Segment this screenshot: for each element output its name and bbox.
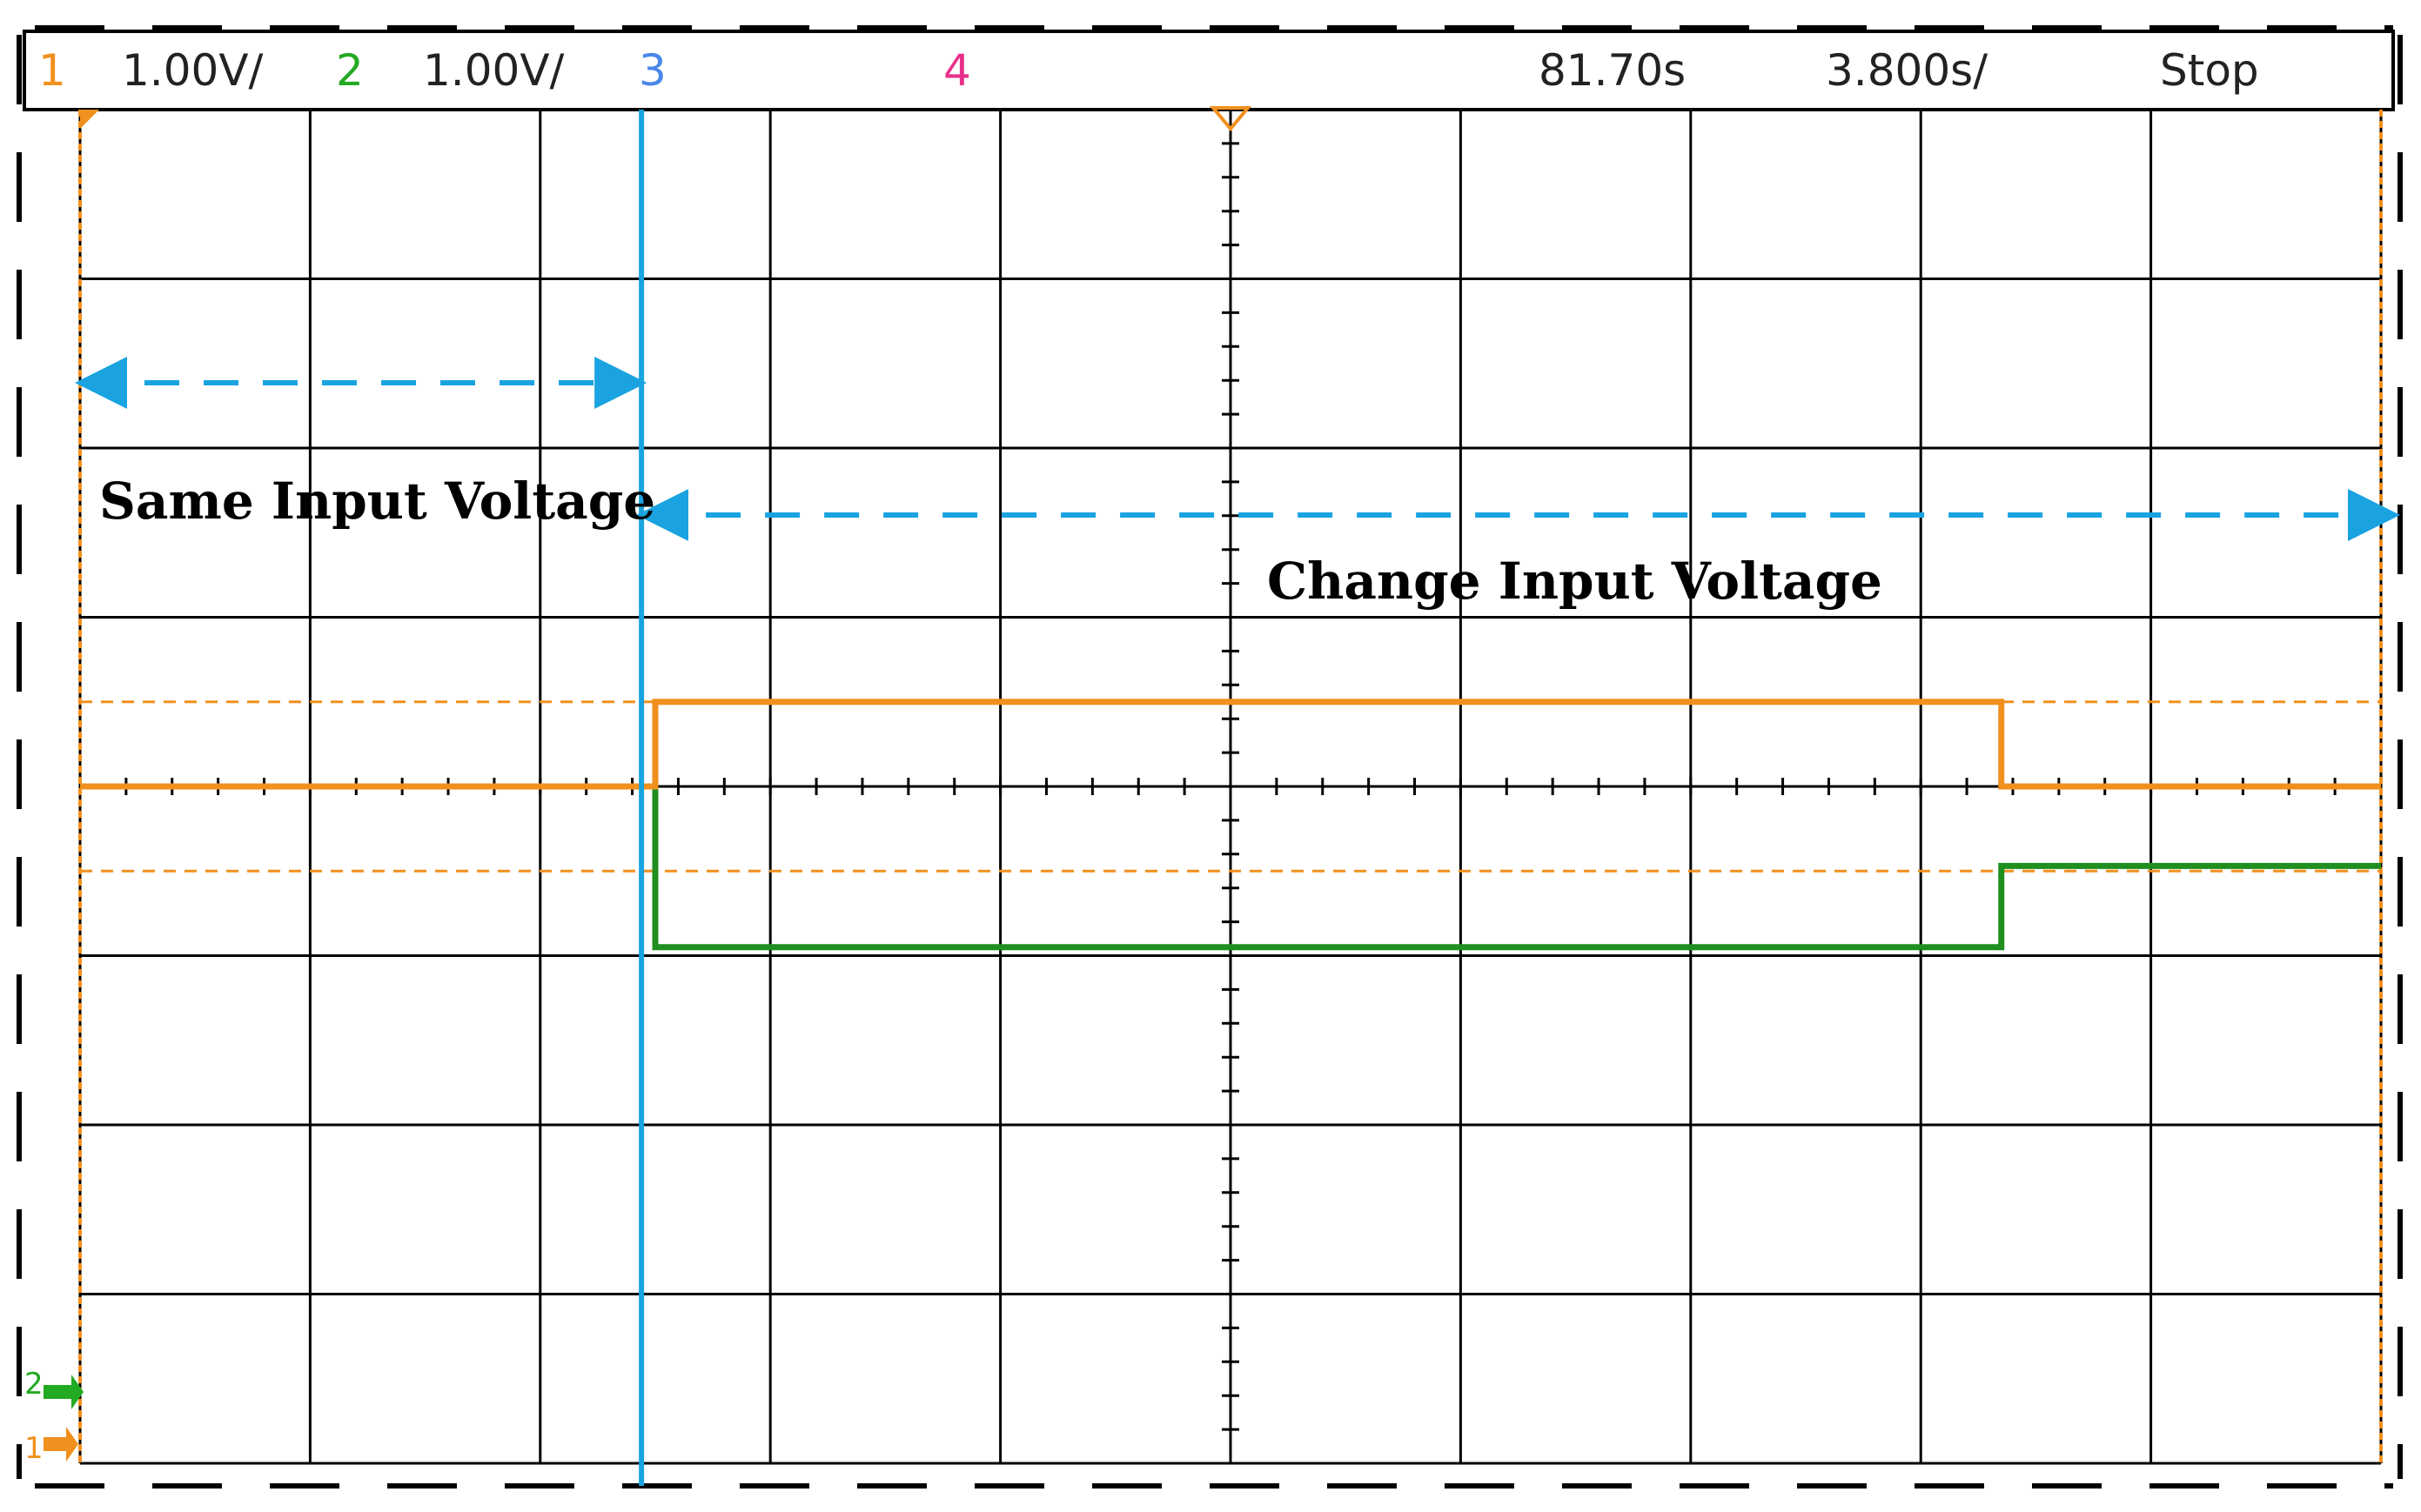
axis-ticks [78, 142, 2337, 1465]
ch4-label[interactable]: 4 [943, 45, 971, 96]
ch1-marker-arrow [44, 1427, 78, 1462]
time-position: 81.70s [1539, 45, 1686, 96]
same-input-voltage-label: Same Input Voltage [99, 472, 655, 531]
change-input-voltage-label: Change Input Voltage [1267, 552, 1882, 611]
time-scale[interactable]: 3.800s/ [1826, 45, 1988, 96]
ch1-ground-marker-icon: 1 [24, 1427, 78, 1466]
ch2-marker-label: 2 [24, 1367, 44, 1402]
ch2-marker-arrow [44, 1375, 84, 1409]
ch1-marker-label: 1 [24, 1431, 44, 1466]
header-bar: 1 1.00V/ 2 1.00V/ 3 4 81.70s 3.800s/ Sto… [23, 30, 2395, 111]
header-frame [23, 30, 2395, 111]
ch2-label[interactable]: 2 [336, 45, 364, 96]
ch1-label[interactable]: 1 [38, 45, 66, 96]
ch2-scale[interactable]: 1.00V/ [423, 45, 565, 96]
outer-dashed-frame [17, 25, 2403, 1489]
trigger-triangle-icon [1209, 106, 1252, 132]
ch2-ground-marker-icon: 2 [24, 1367, 84, 1409]
trace-ch1 [80, 699, 2381, 790]
ch1-scale[interactable]: 1.00V/ [122, 45, 264, 96]
ch3-label[interactable]: 3 [639, 45, 667, 96]
trigger-level-marker-icon [80, 110, 99, 129]
plot-area: 21 [24, 106, 2400, 1486]
run-state[interactable]: Stop [2160, 45, 2259, 96]
